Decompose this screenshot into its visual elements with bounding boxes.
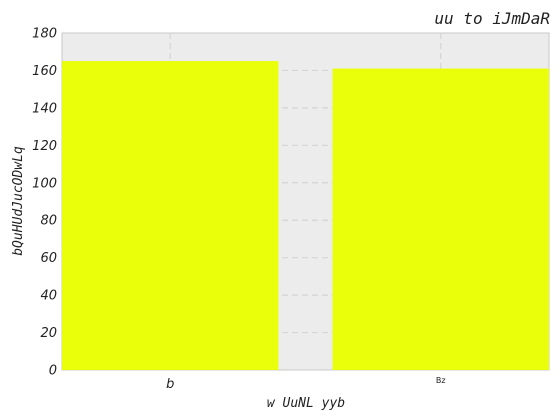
y-tick-label: 180 bbox=[32, 27, 57, 42]
y-tick-label: 80 bbox=[40, 214, 57, 229]
chart-title: uu to iJmDaR bbox=[434, 9, 550, 28]
x-tick-label: b bbox=[166, 377, 174, 392]
y-tick-label: 60 bbox=[40, 251, 57, 266]
bar-b bbox=[62, 61, 279, 370]
y-axis-label: bQuHUdJucODwLq bbox=[11, 146, 26, 256]
y-tick-label: 140 bbox=[32, 101, 57, 116]
x-axis-ticks: b Bz bbox=[166, 376, 446, 392]
y-tick-label: 40 bbox=[40, 289, 57, 304]
x-tick-label: Bz bbox=[436, 376, 446, 385]
y-tick-label: 20 bbox=[40, 326, 57, 341]
y-tick-label: 0 bbox=[49, 364, 57, 379]
y-tick-label: 100 bbox=[32, 176, 57, 191]
y-tick-label: 160 bbox=[32, 64, 57, 79]
bars bbox=[62, 61, 549, 371]
y-axis-ticks: 0 20 40 60 80 100 120 140 160 180 bbox=[32, 27, 57, 379]
y-tick-label: 120 bbox=[32, 139, 57, 154]
bar-Bz bbox=[332, 68, 549, 371]
x-axis-label: w UuNL yyb bbox=[267, 396, 345, 411]
